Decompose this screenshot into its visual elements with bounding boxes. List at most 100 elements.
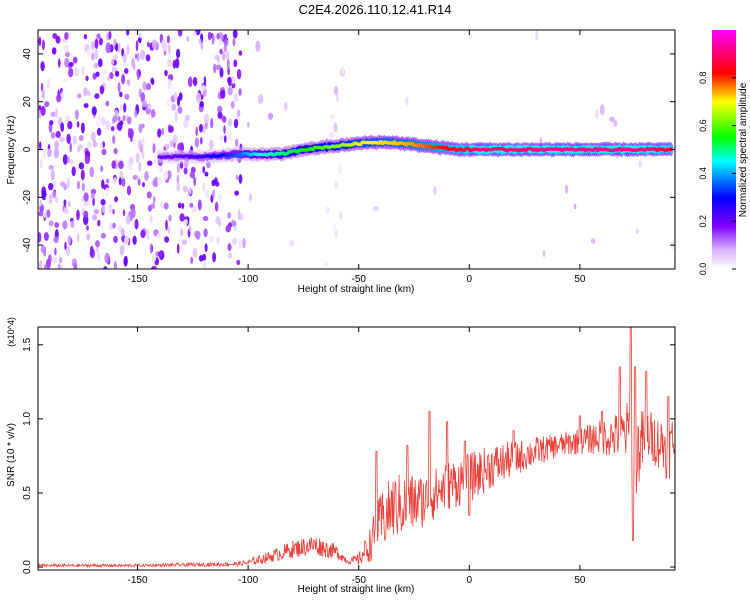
spectrogram-cell [242,237,246,249]
spectrogram-cell [228,252,233,259]
spectrogram-cell [210,117,214,129]
spectrogram-cell [195,126,198,137]
spectrogram-cell [98,58,103,68]
spectrogram-cell [238,174,243,184]
spectrogram-cell [120,228,125,237]
spectrogram-cell [613,119,618,128]
spectrogram-cell [50,111,56,118]
spectrogram-cell [221,51,226,61]
spectrogram-cell [142,182,145,188]
spectrogram-cell [66,156,70,164]
spectrogram-cell [102,141,105,148]
spectrogram-cell [142,81,147,91]
spectrogram-cell [48,165,54,170]
x-tick-label: 0 [467,274,473,285]
spectrogram-cell [104,187,111,197]
spectrogram-cell [215,64,222,70]
spectrogram-cell [141,100,148,108]
spectrogram-cell [289,239,295,247]
spectrogram-cell [232,38,236,47]
spectrogram-cell [43,211,47,218]
spectrogram-cell [224,35,227,46]
spectrogram-cell [140,92,146,103]
spectrogram-cell [111,160,116,169]
spectrogram-cell [70,220,75,229]
spectrogram-cell [124,93,130,100]
spectrogram-cell [136,52,140,62]
snr-multiplier-label: (x10^4) [6,317,16,347]
spectrogram-cells [38,30,675,269]
spectrogram-cell [151,265,157,269]
spectrogram-cell [110,126,115,132]
spectrogram-cell [90,131,96,142]
spectrogram-cell [167,78,172,90]
spectrogram-cell [183,167,188,175]
colorbar-tick-label: 0.8 [698,72,708,85]
spectrogram-cell [139,49,146,60]
spectrogram-cell [97,219,101,227]
spectrogram-cell [123,103,127,113]
spectrogram-cell [238,50,243,56]
spectrogram-cell [173,92,178,101]
y-tick-label: -40 [22,237,33,252]
spectrogram-cell [69,142,72,153]
spectrogram-cell [231,82,236,89]
spectrogram-cell [85,75,89,82]
spectrogram-cell [333,85,339,96]
spectrogram-cell [96,251,101,262]
spectrogram-cell [126,30,130,36]
spectrogram-x-ticks: -150 -100 -50 0 50 [128,30,586,285]
spectrogram-cell [99,85,105,95]
spectrogram-cell [176,243,180,254]
spectrogram-cell [118,160,124,170]
spectrogram-cell [227,130,232,141]
spectrogram-cell [373,205,379,212]
spectrogram-cell [204,243,208,253]
spectrogram-cell [152,178,158,187]
spectrogram-cell [336,93,339,103]
spectrogram-cell [66,133,71,144]
spectrogram-cell [140,229,146,239]
colorbar: 0.0 0.2 0.4 0.6 0.8 Normalized spectral ampl… [698,30,749,275]
spectrogram-cell [236,259,241,266]
spectrogram-cell [194,137,199,148]
spectrogram-cell [609,116,615,122]
spectrogram-cell [159,164,163,173]
spectrogram-cell [169,140,174,148]
spectrogram-cell [172,134,178,144]
spectrogram-cell [132,174,138,180]
spectrogram-cell [61,91,64,101]
spectrogram-cell [235,175,239,181]
colorbar-ticks: 0.0 0.2 0.4 0.6 0.8 [698,72,736,275]
spectrogram-cell [47,148,53,157]
spectrogram-cell [114,70,120,77]
spectrogram-cell [109,72,114,80]
spectrogram-cell [212,189,216,199]
spectrogram-cell [59,256,63,264]
spectrogram-cell [213,63,217,74]
spectrogram-cell [78,135,84,141]
spectrogram-cell [200,85,206,91]
spectrogram-cell [204,171,209,177]
spectrogram-cell [100,142,103,149]
spectrogram-cell [203,76,207,86]
spectrogram-cell [86,225,89,231]
spectrogram-cell [163,202,169,210]
spectrogram-cell [225,50,230,60]
colorbar-gradient [712,30,736,269]
spectrogram-cell [202,261,207,269]
spectrogram-cell [236,69,242,80]
spectrogram-cell [127,116,132,125]
spectrogram-cell [92,214,98,221]
spectrogram-cell [84,155,91,165]
spectrogram-cell [94,49,99,60]
spectrogram-cell [92,197,95,207]
spectrogram-cell [198,38,202,45]
snr-series-line [38,327,675,569]
spectrogram-cell [45,194,50,205]
x-tick-label: -150 [128,575,148,586]
spectrogram-cell [53,148,59,159]
spectrogram-cell [225,225,231,233]
spectrogram-cell [54,108,59,118]
spectrogram-cell [175,111,178,122]
